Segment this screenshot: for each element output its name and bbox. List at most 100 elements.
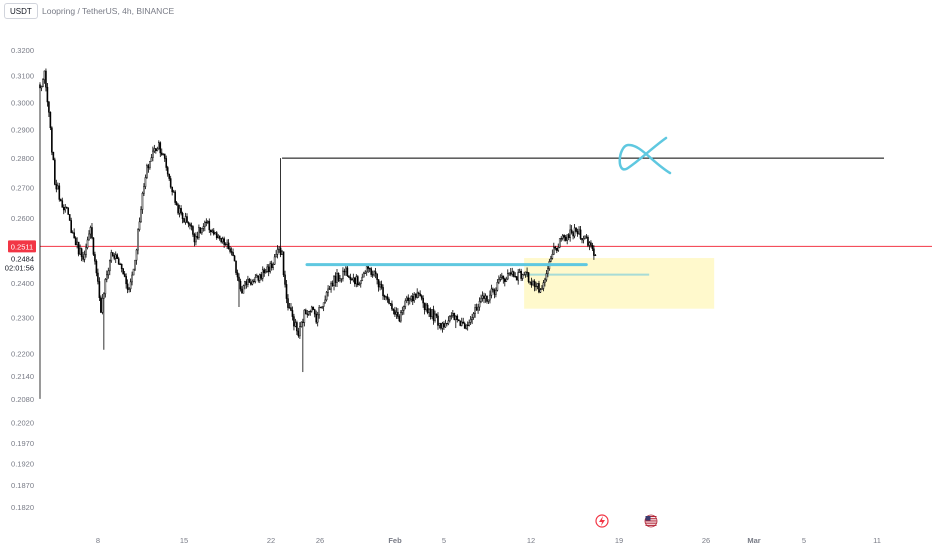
flash-event-icon[interactable] bbox=[595, 514, 609, 528]
time-tick-label: 8 bbox=[96, 536, 100, 545]
candle bbox=[137, 228, 139, 255]
candle bbox=[230, 247, 233, 256]
candle bbox=[331, 280, 334, 287]
candle bbox=[355, 274, 358, 288]
candle bbox=[187, 221, 190, 228]
candle bbox=[123, 270, 126, 278]
candle bbox=[285, 280, 288, 304]
candle bbox=[302, 318, 304, 373]
candle bbox=[71, 230, 74, 234]
candle bbox=[42, 78, 44, 88]
candle bbox=[455, 315, 457, 329]
candle bbox=[238, 273, 240, 307]
candle bbox=[100, 295, 102, 314]
candle bbox=[560, 236, 563, 242]
candle bbox=[131, 271, 133, 286]
candle bbox=[578, 226, 580, 235]
event-icons[interactable] bbox=[595, 514, 658, 528]
candle bbox=[319, 306, 322, 309]
candle bbox=[273, 254, 276, 266]
candle bbox=[201, 228, 203, 235]
candle bbox=[407, 294, 410, 306]
candle bbox=[168, 173, 170, 181]
price-axis[interactable]: 0.3200 0.3100 0.3000 0.2900 0.2800 0.2700 0.26… bbox=[11, 46, 34, 512]
price-tick-label: 0.2800 bbox=[11, 154, 34, 163]
candle bbox=[554, 245, 557, 251]
candle bbox=[339, 275, 341, 283]
candle bbox=[475, 303, 478, 311]
candle bbox=[566, 234, 568, 245]
freehand-drawing[interactable] bbox=[618, 136, 672, 175]
candle bbox=[456, 314, 459, 323]
candle bbox=[59, 198, 62, 202]
candle bbox=[514, 272, 517, 278]
time-tick-label: 19 bbox=[615, 536, 623, 545]
currency-button[interactable]: USDT bbox=[4, 3, 38, 19]
candle bbox=[242, 284, 245, 294]
candle bbox=[166, 165, 169, 177]
candle bbox=[40, 85, 43, 92]
candle bbox=[569, 224, 571, 242]
candle bbox=[483, 292, 485, 304]
candle bbox=[266, 264, 269, 273]
candle bbox=[370, 266, 372, 278]
price-tick-label: 0.2700 bbox=[11, 184, 34, 193]
candle bbox=[397, 308, 399, 319]
candle bbox=[450, 312, 453, 320]
candle bbox=[172, 189, 175, 193]
candle bbox=[551, 249, 554, 260]
candle bbox=[64, 203, 67, 213]
candle bbox=[515, 275, 518, 281]
candle bbox=[253, 278, 255, 284]
candle bbox=[437, 312, 439, 330]
candle bbox=[67, 207, 70, 215]
candle bbox=[135, 248, 138, 265]
candle bbox=[51, 126, 53, 156]
candle bbox=[447, 316, 450, 326]
candle bbox=[209, 229, 212, 236]
target-zone[interactable] bbox=[524, 258, 715, 309]
time-tick-label: 12 bbox=[527, 536, 535, 545]
candle bbox=[535, 281, 537, 291]
candle bbox=[217, 234, 219, 239]
candle bbox=[582, 235, 585, 244]
candle bbox=[374, 267, 377, 279]
candle bbox=[486, 295, 488, 304]
candle bbox=[207, 220, 209, 225]
candle bbox=[180, 205, 182, 216]
candle bbox=[480, 294, 482, 304]
candle bbox=[159, 141, 162, 158]
candle bbox=[91, 222, 93, 240]
candle bbox=[82, 251, 84, 262]
candle bbox=[440, 322, 442, 331]
us-flag-event-icon[interactable] bbox=[644, 514, 658, 528]
candle bbox=[303, 309, 306, 327]
candle bbox=[358, 281, 361, 286]
candle bbox=[472, 311, 475, 320]
candle bbox=[469, 315, 472, 325]
candle bbox=[290, 303, 292, 312]
candle bbox=[523, 271, 525, 276]
candle bbox=[389, 302, 392, 306]
candle bbox=[579, 225, 582, 240]
candle bbox=[143, 183, 145, 196]
candle bbox=[54, 157, 56, 186]
candle bbox=[111, 252, 114, 257]
candle bbox=[349, 273, 352, 284]
candle bbox=[108, 259, 111, 276]
candle bbox=[509, 267, 512, 277]
candle bbox=[414, 293, 417, 300]
candle bbox=[432, 305, 435, 325]
candle bbox=[97, 268, 99, 285]
candle bbox=[256, 273, 258, 278]
candle bbox=[156, 146, 159, 152]
candle bbox=[465, 324, 467, 330]
time-axis[interactable]: 8 15 22 26 Feb 5 12 19 26 Mar 5 11 bbox=[96, 536, 881, 545]
candle bbox=[376, 273, 378, 285]
candle bbox=[362, 271, 365, 278]
candle bbox=[62, 204, 65, 215]
candle bbox=[315, 310, 318, 325]
